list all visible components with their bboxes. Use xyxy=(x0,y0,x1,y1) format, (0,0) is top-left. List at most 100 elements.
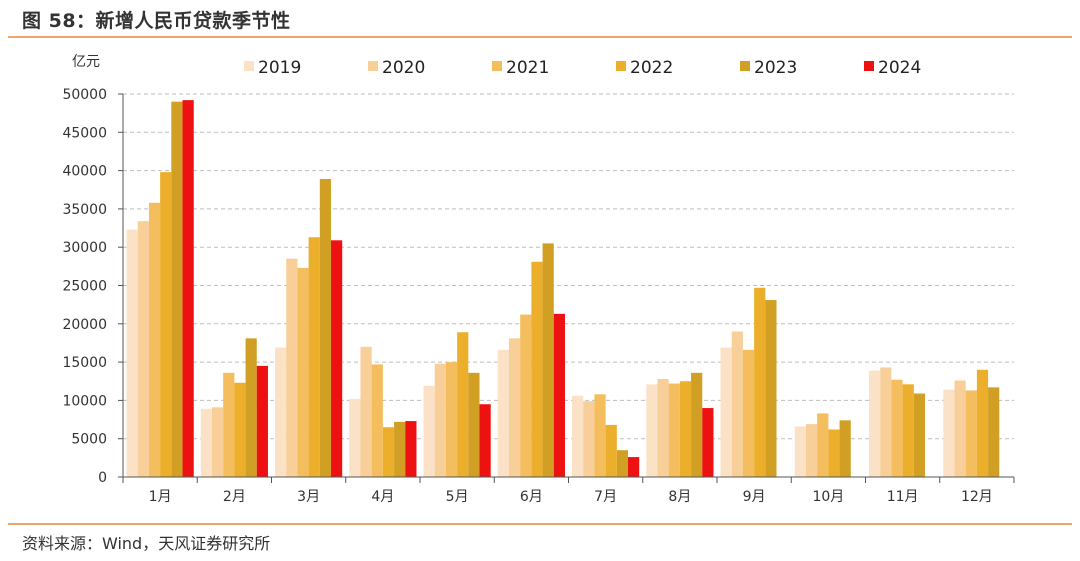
bar-2019-2 xyxy=(200,408,212,477)
bar-2019-1 xyxy=(126,229,138,477)
bar-2023-3 xyxy=(319,179,332,477)
bar-2019-12 xyxy=(943,389,955,477)
bar-2023-9 xyxy=(765,300,777,477)
bar-2022-2 xyxy=(234,382,246,477)
y-tick-label: 25000 xyxy=(62,279,107,295)
bar-2024-7 xyxy=(628,457,640,477)
bar-2021-12 xyxy=(965,390,977,477)
legend-label-2024: 2024 xyxy=(878,58,921,78)
bar-2024-8 xyxy=(702,408,714,477)
bar-2019-6 xyxy=(497,349,509,477)
bar-2022-12 xyxy=(976,369,989,477)
x-tick-label: 2月 xyxy=(223,489,246,505)
bar-2024-1 xyxy=(182,100,194,477)
legend-swatch-2019 xyxy=(244,61,254,71)
legend-label-2023: 2023 xyxy=(754,58,797,78)
legend-swatch-2022 xyxy=(616,61,626,71)
y-tick-label: 35000 xyxy=(62,202,107,218)
legend-swatch-2024 xyxy=(864,61,874,71)
bar-2022-6 xyxy=(531,261,543,477)
x-tick-label: 9月 xyxy=(743,489,766,505)
x-tick-label: 10月 xyxy=(812,489,844,505)
bar-2020-7 xyxy=(583,401,595,477)
x-tick-label: 12月 xyxy=(961,489,993,505)
bar-2020-10 xyxy=(805,424,818,477)
bar-2020-6 xyxy=(508,338,521,477)
bar-2022-3 xyxy=(308,237,320,477)
bar-2022-10 xyxy=(828,429,840,477)
bar-2020-5 xyxy=(434,363,446,477)
bar-2021-7 xyxy=(594,394,606,477)
bar-2023-6 xyxy=(542,243,554,477)
bar-2019-11 xyxy=(869,370,881,477)
bar-2023-7 xyxy=(616,450,629,477)
bar-2022-9 xyxy=(754,287,766,477)
bar-2022-7 xyxy=(605,424,617,477)
bar-2021-3 xyxy=(297,267,309,477)
bar-2019-10 xyxy=(794,426,806,477)
y-tick-label: 45000 xyxy=(62,125,107,141)
bar-2022-5 xyxy=(457,332,469,477)
bar-2021-6 xyxy=(520,314,532,477)
bar-2020-1 xyxy=(137,221,149,477)
x-tick-label: 1月 xyxy=(149,489,172,505)
bar-2023-2 xyxy=(245,338,257,477)
x-tick-label: 11月 xyxy=(887,489,919,505)
bar-2019-4 xyxy=(349,398,361,477)
bar-2023-4 xyxy=(394,421,406,477)
bar-2020-12 xyxy=(954,380,966,477)
bar-2023-11 xyxy=(913,393,926,477)
legend-swatch-2023 xyxy=(740,61,750,71)
y-tick-label: 40000 xyxy=(62,164,107,180)
y-tick-label: 10000 xyxy=(62,393,107,409)
bar-2020-8 xyxy=(657,378,669,477)
gridlines xyxy=(123,93,1014,440)
bar-2021-5 xyxy=(445,362,458,477)
legend-swatch-2021 xyxy=(492,61,502,71)
top-divider xyxy=(8,36,1072,38)
legend-label-2022: 2022 xyxy=(630,58,673,78)
bar-2024-3 xyxy=(331,240,343,477)
bar-2019-8 xyxy=(646,384,658,477)
bar-2023-1 xyxy=(171,101,183,477)
legend-label-2019: 2019 xyxy=(258,58,301,78)
bar-2024-2 xyxy=(256,365,268,477)
bar-2019-5 xyxy=(423,385,435,477)
y-axis: 0 5000 10000 15000 20000 25000 30000 35000 40000… xyxy=(62,87,124,486)
bar-2022-8 xyxy=(679,381,692,477)
bar-2022-1 xyxy=(160,172,172,477)
bars xyxy=(126,100,1000,477)
bar-2020-4 xyxy=(360,346,372,477)
x-tick-label: 7月 xyxy=(594,489,617,505)
bar-2024-6 xyxy=(553,313,565,477)
legend-label-2020: 2020 xyxy=(382,58,425,78)
x-tick-label: 4月 xyxy=(371,489,394,505)
bar-2024-4 xyxy=(405,421,417,477)
bar-2023-12 xyxy=(988,387,1000,477)
bar-2021-9 xyxy=(742,349,755,477)
source-note: 资料来源：Wind，天风证券研究所 xyxy=(22,534,271,553)
x-tick-label: 3月 xyxy=(297,489,320,505)
bar-2023-8 xyxy=(691,372,703,477)
y-tick-label: 0 xyxy=(98,470,107,486)
y-tick-label: 5000 xyxy=(71,432,107,448)
y-tick-label: 20000 xyxy=(62,317,107,333)
bar-2021-1 xyxy=(148,202,161,477)
bar-2022-11 xyxy=(902,384,914,477)
bar-2021-10 xyxy=(817,413,829,477)
legend: 2019 2020 2021 2022 2023 2024 xyxy=(244,58,921,78)
bar-2020-11 xyxy=(880,367,892,477)
bar-2019-7 xyxy=(572,395,584,477)
bar-2021-2 xyxy=(223,372,235,477)
bar-2024-5 xyxy=(479,404,491,477)
bar-2019-3 xyxy=(275,347,287,477)
bar-2021-11 xyxy=(891,379,903,477)
y-tick-label: 50000 xyxy=(62,87,107,103)
y-unit-label: 亿元 xyxy=(72,54,100,70)
bar-2022-4 xyxy=(382,427,395,477)
legend-swatch-2020 xyxy=(368,61,378,71)
bar-2020-9 xyxy=(731,331,743,477)
x-axis: 1月 2月 3月 4月 5月 6月 7月 8月 9月 10月 11月 12月 xyxy=(122,476,1015,505)
x-tick-label: 6月 xyxy=(520,489,543,505)
